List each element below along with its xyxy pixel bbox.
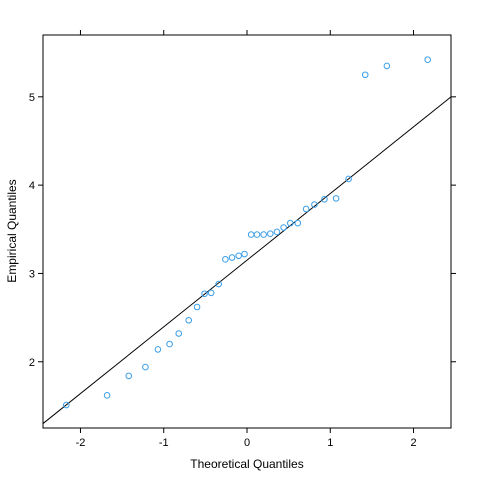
x-axis-ticks: -2 -1 0 1 2 — [76, 30, 417, 449]
data-point — [185, 316, 193, 324]
plot-panel-border — [42, 34, 452, 429]
y-axis-title: Empirical Quantiles — [5, 179, 19, 282]
x-tick-label: 0 — [244, 437, 250, 449]
x-tick-label: -2 — [76, 437, 86, 449]
data-point — [228, 254, 236, 261]
y-tick-label: 5 — [29, 92, 35, 104]
data-point — [247, 231, 255, 238]
data-point — [253, 231, 261, 238]
data-point — [267, 230, 274, 238]
data-point — [286, 219, 294, 227]
data-point — [63, 401, 70, 409]
data-point — [175, 330, 183, 337]
data-point — [424, 56, 431, 64]
data-point — [103, 392, 111, 399]
data-point — [125, 372, 133, 380]
x-axis-title: Theoretical Quantiles — [190, 457, 303, 471]
data-point — [201, 290, 208, 298]
data-point — [235, 252, 242, 260]
data-point — [215, 280, 222, 288]
data-point — [321, 195, 328, 203]
data-point — [193, 303, 201, 311]
data-point — [207, 289, 215, 297]
data-point — [273, 228, 281, 236]
y-axis-ticks: 2 3 4 5 — [29, 92, 456, 369]
data-point — [142, 363, 149, 371]
y-tick-label: 3 — [29, 268, 35, 280]
data-point — [302, 205, 310, 213]
data-point — [383, 62, 391, 70]
data-point — [260, 231, 267, 238]
data-point — [332, 195, 340, 202]
data-points-layer — [63, 56, 431, 409]
data-point — [222, 256, 229, 263]
data-point — [154, 346, 162, 353]
data-point — [361, 71, 369, 79]
y-tick-label: 2 — [29, 357, 35, 369]
x-tick-label: 2 — [410, 437, 416, 449]
data-point — [241, 250, 248, 258]
data-point — [345, 175, 352, 183]
qq-reference-line — [42, 96, 452, 424]
reference-line-layer — [42, 96, 452, 424]
data-point — [294, 219, 302, 227]
data-point — [280, 224, 287, 231]
x-tick-label: 1 — [327, 437, 333, 449]
y-tick-label: 4 — [29, 180, 35, 192]
x-tick-label: -1 — [159, 437, 169, 449]
data-point — [311, 201, 318, 208]
data-point — [166, 340, 173, 348]
